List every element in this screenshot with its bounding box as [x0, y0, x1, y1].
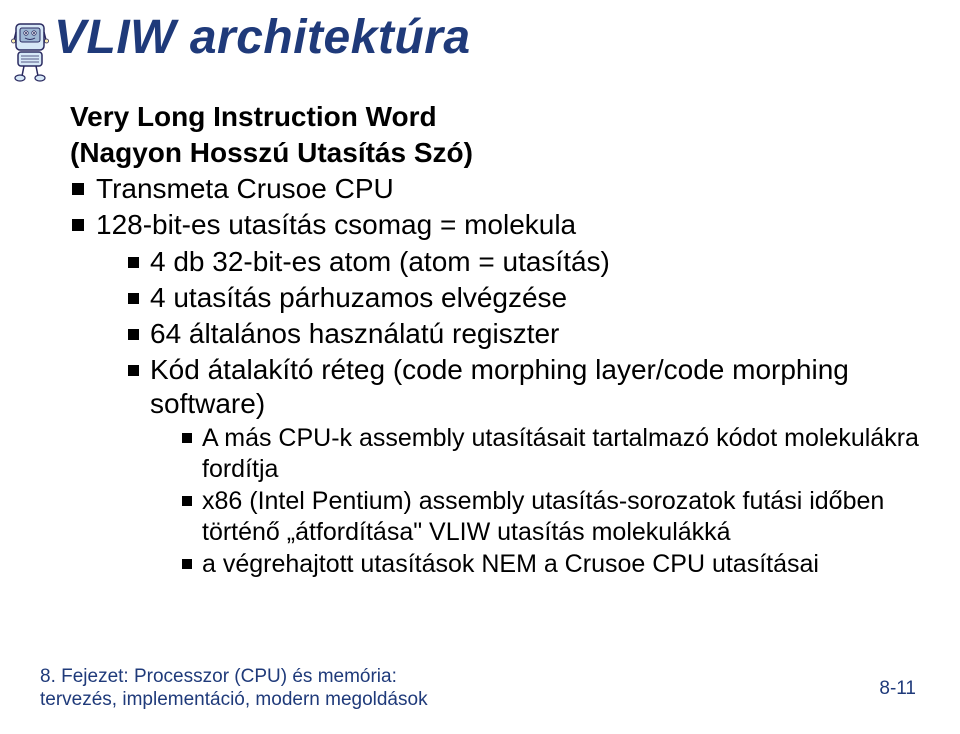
footer-left-line-2: tervezés, implementáció, modern megoldás…	[40, 689, 428, 710]
bullet-list-l2: 4 db 32-bit-es atom (atom = utasítás) 4 …	[126, 245, 920, 580]
list-item: 4 utasítás párhuzamos elvégzése	[126, 281, 920, 315]
content-area: Very Long Instruction Word (Nagyon Hossz…	[70, 100, 920, 582]
slide: VLIW architektúra Very Long Instruction …	[0, 0, 960, 734]
footer-left-line-1: 8. Fejezet: Processzor (CPU) és memória:	[40, 666, 397, 687]
list-item: Kód átalakító réteg (code morphing layer…	[126, 353, 920, 580]
list-item-text: 128-bit-es utasítás csomag = molekula	[96, 209, 576, 240]
list-item: Transmeta Crusoe CPU	[70, 172, 920, 206]
list-item: A más CPU-k assembly utasításait tartalm…	[180, 423, 920, 484]
subtitle-line-1: Very Long Instruction Word	[70, 100, 920, 134]
list-item: 64 általános használatú regiszter	[126, 317, 920, 351]
list-item: a végrehajtott utasítások NEM a Crusoe C…	[180, 549, 920, 580]
footer-page-number: 8-11	[879, 678, 916, 700]
list-item: x86 (Intel Pentium) assembly utasítás-so…	[180, 486, 920, 547]
slide-title: VLIW architektúra	[54, 10, 471, 65]
list-item: 128-bit-es utasítás csomag = molekula 4 …	[70, 208, 920, 579]
list-item-text: Kód átalakító réteg (code morphing layer…	[150, 354, 849, 419]
footer-left: 8. Fejezet: Processzor (CPU) és memória:…	[40, 665, 428, 713]
bullet-list-l1: Transmeta Crusoe CPU 128-bit-es utasítás…	[70, 172, 920, 580]
mascot-icon	[10, 18, 50, 89]
list-item: 4 db 32-bit-es atom (atom = utasítás)	[126, 245, 920, 279]
bullet-list-l3: A más CPU-k assembly utasításait tartalm…	[180, 423, 920, 580]
subtitle-line-2: (Nagyon Hosszú Utasítás Szó)	[70, 136, 920, 170]
